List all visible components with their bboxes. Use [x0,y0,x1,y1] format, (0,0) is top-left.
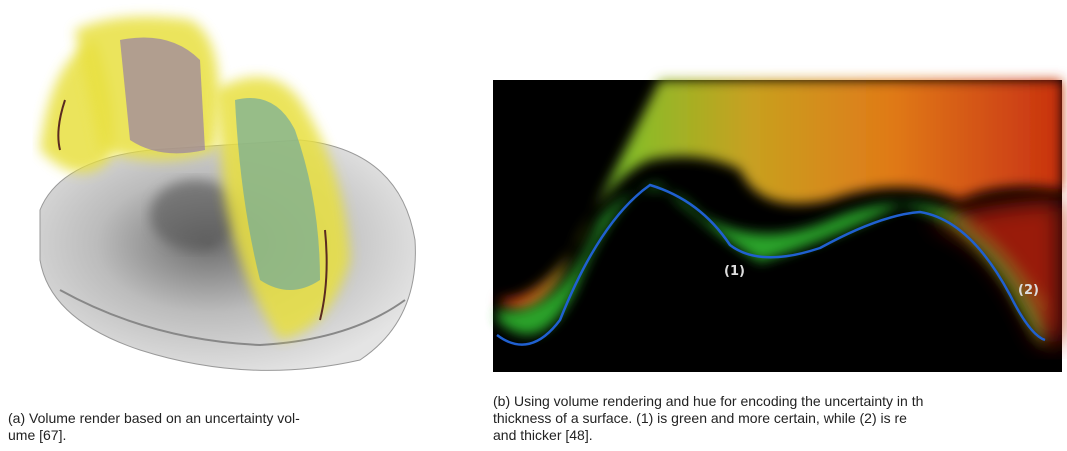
caption-a: (a) Volume render based on an uncertaint… [8,410,438,444]
caption-line: and thicker [48]. [493,427,1065,444]
caption-b: (b) Using volume rendering and hue for e… [493,393,1065,444]
page: {"figure": { "a": {"caption_lines": ["(a… [0,0,1067,451]
surface-render: (1) (2) [493,80,1062,372]
caption-line: ume [67]. [8,427,438,444]
caption-line: thickness of a surface. (1) is green and… [493,410,1065,427]
fiber-tracts [120,38,205,154]
caption-line: (b) Using volume rendering and hue for e… [493,393,1065,410]
brain-render [40,17,415,371]
caption-line: (a) Volume render based on an uncertaint… [8,410,438,427]
point-label: (2) [1018,283,1039,298]
point-label: (1) [724,264,745,279]
figure-images: (1) (2) [0,0,1067,451]
